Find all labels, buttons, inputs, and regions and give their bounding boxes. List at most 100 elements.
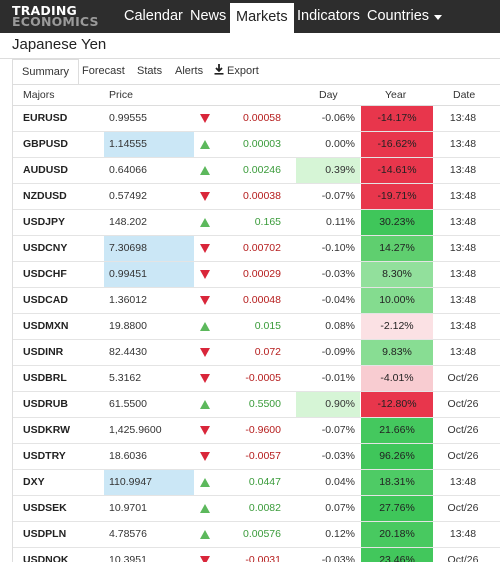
date-cell: 13:48 <box>449 242 477 254</box>
table-row[interactable]: USDCAD 1.36012 0.00048 -0.04% 10.00% 13:48 <box>13 288 500 314</box>
day-change-cell: -0.03% <box>321 554 355 562</box>
symbol-link[interactable]: USDCHF <box>23 268 67 280</box>
day-change-cell: 0.90% <box>296 392 360 417</box>
table-row[interactable]: USDRUB 61.5500 0.5500 0.90% -12.80% Oct/26 <box>13 392 500 418</box>
tab-export[interactable]: Export <box>214 59 259 85</box>
header-day[interactable]: Day <box>319 89 338 101</box>
down-arrow-icon <box>199 340 213 365</box>
change-cell: -0.9600 <box>245 424 281 436</box>
up-arrow-icon <box>199 132 213 157</box>
triangle-up-icon <box>200 400 210 409</box>
symbol-link[interactable]: USDINR <box>23 346 64 358</box>
up-arrow-icon <box>199 210 213 235</box>
date-cell: 13:48 <box>449 268 477 280</box>
triangle-down-icon <box>200 192 210 201</box>
symbol-link[interactable]: USDMXN <box>23 320 69 332</box>
price-cell: 0.99451 <box>104 262 194 287</box>
header-price[interactable]: Price <box>109 89 133 101</box>
section-tabs: Summary Forecast Stats Alerts Export <box>12 59 500 86</box>
header-year[interactable]: Year <box>385 89 407 101</box>
price-cell: 148.202 <box>109 216 147 228</box>
day-change-cell: -0.09% <box>321 346 355 358</box>
triangle-up-icon <box>200 504 210 513</box>
down-arrow-icon <box>199 288 213 313</box>
triangle-up-icon <box>200 530 210 539</box>
symbol-link[interactable]: USDPLN <box>23 528 67 540</box>
tab-forecast[interactable]: Forecast <box>82 65 125 77</box>
nav-markets[interactable]: Markets <box>230 3 294 33</box>
symbol-link[interactable]: USDNOK <box>23 554 69 562</box>
down-arrow-icon <box>199 262 213 287</box>
year-change-cell: 96.26% <box>361 444 433 469</box>
date-cell: Oct/26 <box>447 450 479 462</box>
day-change-cell: -0.01% <box>321 372 355 384</box>
symbol-link[interactable]: USDCNY <box>23 242 68 254</box>
price-cell: 110.9947 <box>104 470 194 495</box>
more-menu-caret-icon[interactable] <box>434 15 442 20</box>
date-cell: 13:48 <box>449 528 477 540</box>
up-arrow-icon <box>199 522 213 547</box>
year-change-cell: -14.61% <box>361 158 433 183</box>
trading-economics-logo[interactable]: TRADING ECONOMICS <box>12 3 102 29</box>
triangle-down-icon <box>200 296 210 305</box>
table-row[interactable]: USDSEK 10.9701 0.0082 0.07% 27.76% Oct/26 <box>13 496 500 522</box>
table-row[interactable]: USDKRW 1,425.9600 -0.9600 -0.07% 21.66% Oct/2… <box>13 418 500 444</box>
table-row[interactable]: USDCHF 0.99451 0.00029 -0.03% 8.30% 13:48 <box>13 262 500 288</box>
tab-summary[interactable]: Summary <box>12 59 80 86</box>
symbol-link[interactable]: USDTRY <box>23 450 66 462</box>
table-row[interactable]: USDJPY 148.202 0.165 0.11% 30.23% 13:48 <box>13 210 500 236</box>
table-row[interactable]: USDINR 82.4430 0.072 -0.09% 9.83% 13:48 <box>13 340 500 366</box>
table-header: Majors Price Day Year Date <box>13 84 500 106</box>
day-change-cell: -0.07% <box>321 190 355 202</box>
year-change-cell: -12.80% <box>361 392 433 417</box>
symbol-link[interactable]: USDCAD <box>23 294 68 306</box>
table-row[interactable]: DXY 110.9947 0.0447 0.04% 18.31% 13:48 <box>13 470 500 496</box>
symbol-link[interactable]: USDJPY <box>23 216 66 228</box>
nav-indicators[interactable]: Indicators <box>297 8 360 24</box>
change-cell: 0.00029 <box>243 268 281 280</box>
tab-stats[interactable]: Stats <box>137 65 163 77</box>
symbol-link[interactable]: USDSEK <box>23 502 67 514</box>
table-row[interactable]: USDBRL 5.3162 -0.0005 -0.01% -4.01% Oct/26 <box>13 366 500 392</box>
logo-line2: ECONOMICS <box>12 14 99 29</box>
price-cell: 0.57492 <box>109 190 147 202</box>
up-arrow-icon <box>199 496 213 521</box>
day-change-cell: -0.10% <box>321 242 355 254</box>
table-row[interactable]: EURUSD 0.99555 0.00058 -0.06% -14.17% 13:48 <box>13 106 500 132</box>
logo-line1: TRADING <box>12 3 77 18</box>
header-majors[interactable]: Majors <box>23 89 55 101</box>
nav-countries[interactable]: Countries <box>367 8 430 24</box>
table-row[interactable]: USDNOK 10.3951 -0.0031 -0.03% 23.46% Oct/26 <box>13 548 500 562</box>
nav-news[interactable]: News <box>190 8 227 24</box>
table-row[interactable]: GBPUSD 1.14555 0.00003 0.00% -16.62% 13:48 <box>13 132 500 158</box>
table-row[interactable]: USDCNY 7.30698 0.00702 -0.10% 14.27% 13:48 <box>13 236 500 262</box>
symbol-link[interactable]: USDKRW <box>23 424 71 436</box>
down-arrow-icon <box>199 184 213 209</box>
symbol-link[interactable]: EURUSD <box>23 112 68 124</box>
year-change-cell: -4.01% <box>361 366 433 391</box>
header-date[interactable]: Date <box>453 89 476 101</box>
tab-alerts[interactable]: Alerts <box>175 65 204 77</box>
table-row[interactable]: USDPLN 4.78576 0.00576 0.12% 20.18% 13:48 <box>13 522 500 548</box>
page-title: Japanese Yen <box>12 36 107 53</box>
year-change-cell: 20.18% <box>361 522 433 547</box>
symbol-link[interactable]: USDBRL <box>23 372 67 384</box>
table-row[interactable]: NZDUSD 0.57492 0.00038 -0.07% -19.71% 13:48 <box>13 184 500 210</box>
day-change-cell: -0.07% <box>321 424 355 436</box>
symbol-link[interactable]: USDRUB <box>23 398 68 410</box>
table-row[interactable]: USDTRY 18.6036 -0.0057 -0.03% 96.26% Oct/26 <box>13 444 500 470</box>
change-cell: -0.0005 <box>245 372 281 384</box>
down-arrow-icon <box>199 444 213 469</box>
symbol-link[interactable]: AUDUSD <box>23 164 68 176</box>
nav-calendar[interactable]: Calendar <box>124 8 183 24</box>
change-cell: 0.072 <box>254 346 281 358</box>
triangle-down-icon <box>200 270 210 279</box>
symbol-link[interactable]: NZDUSD <box>23 190 67 202</box>
table-row[interactable]: USDMXN 19.8800 0.015 0.08% -2.12% 13:48 <box>13 314 500 340</box>
symbol-link[interactable]: GBPUSD <box>23 138 68 150</box>
table-row[interactable]: AUDUSD 0.64066 0.00246 0.39% -14.61% 13:48 <box>13 158 500 184</box>
triangle-up-icon <box>200 478 210 487</box>
triangle-up-icon <box>200 218 210 227</box>
symbol-link[interactable]: DXY <box>23 476 45 488</box>
date-cell: Oct/26 <box>447 372 479 384</box>
